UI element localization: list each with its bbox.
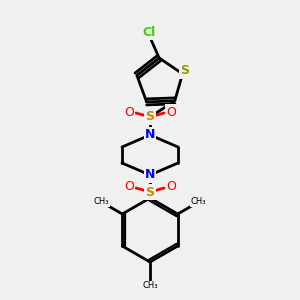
Text: Cl: Cl <box>142 26 156 38</box>
Text: S: S <box>180 64 189 77</box>
Text: N: N <box>145 169 155 182</box>
Text: CH₃: CH₃ <box>191 197 206 206</box>
Text: O: O <box>124 181 134 194</box>
Text: O: O <box>124 106 134 118</box>
Text: O: O <box>166 106 176 118</box>
Text: CH₃: CH₃ <box>142 281 158 290</box>
Text: N: N <box>145 128 155 142</box>
Text: CH₃: CH₃ <box>94 197 109 206</box>
Text: S: S <box>146 110 154 124</box>
Text: S: S <box>146 185 154 199</box>
Text: O: O <box>166 181 176 194</box>
